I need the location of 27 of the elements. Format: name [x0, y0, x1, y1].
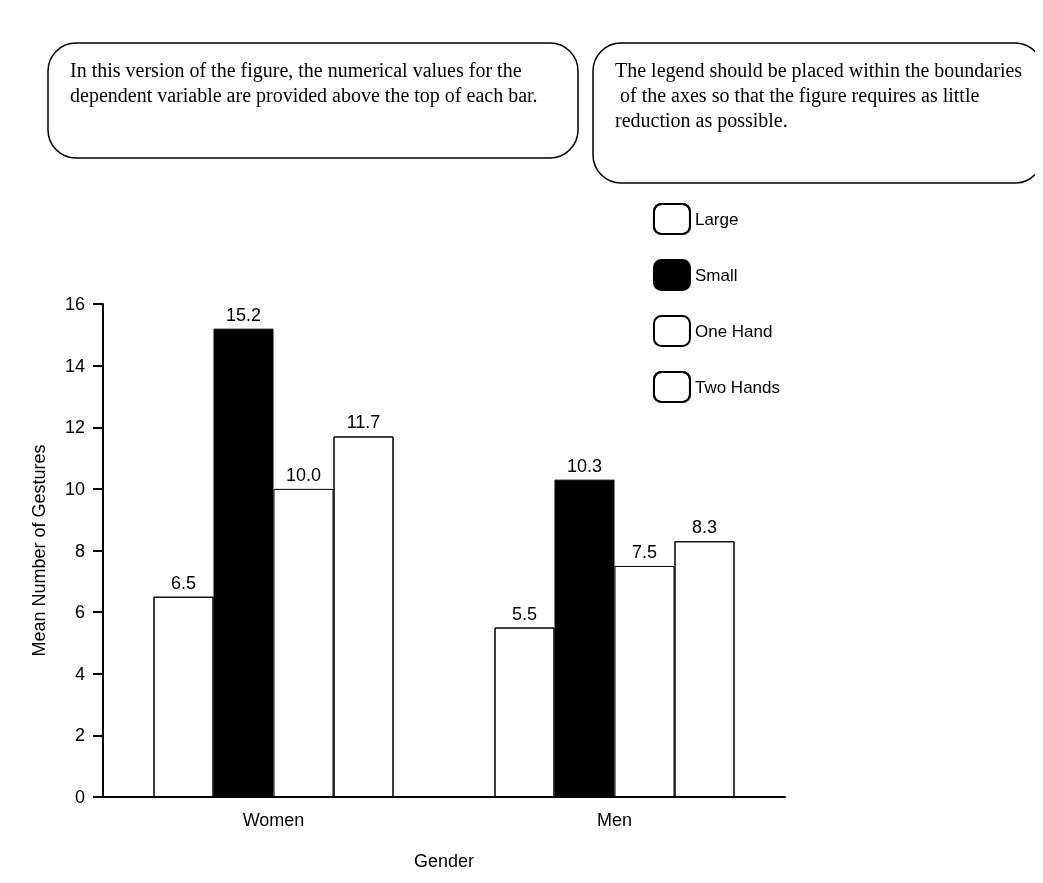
- legend-label: Small: [694, 265, 738, 285]
- y-tick-label: 4: [74, 663, 85, 684]
- x-tick-label: Men: [596, 810, 633, 830]
- y-tick-label: 6: [74, 602, 85, 623]
- legend-label: Two Hands: [694, 377, 781, 397]
- data-label: 15.2: [225, 304, 262, 325]
- y-tick-label: 2: [74, 725, 85, 746]
- y-tick-label: 0: [74, 787, 85, 807]
- x-tick-label: Women: [242, 810, 305, 830]
- y-tick-label: 12: [64, 417, 85, 438]
- legend-label: Large: [694, 209, 739, 229]
- y-tick-label: 16: [64, 294, 85, 314]
- data-label: 6.5: [170, 572, 197, 593]
- y-tick-label: 10: [64, 478, 85, 499]
- data-label: 5.5: [511, 603, 538, 624]
- data-label: 11.7: [346, 412, 381, 433]
- y-tick-label: 8: [74, 540, 85, 561]
- text: In this version of the figure, the numerical values for the dependent variable are provided above the top of each bar.: [70, 58, 538, 107]
- data-label: 10.0: [285, 464, 322, 485]
- x-axis-title: Gender: [413, 851, 475, 871]
- data-label: 10.3: [566, 455, 603, 476]
- text: The legend should be placed within the boundaries of the axes so that the figure requires as little reduction as possible.: [615, 58, 1023, 132]
- data-label: 7.5: [631, 541, 658, 562]
- data-label: 8.3: [691, 517, 718, 538]
- y-tick-label: 14: [64, 355, 85, 376]
- legend-label: One Hand: [694, 321, 773, 341]
- y-axis-title: Mean Number of Gestures: [29, 444, 49, 657]
